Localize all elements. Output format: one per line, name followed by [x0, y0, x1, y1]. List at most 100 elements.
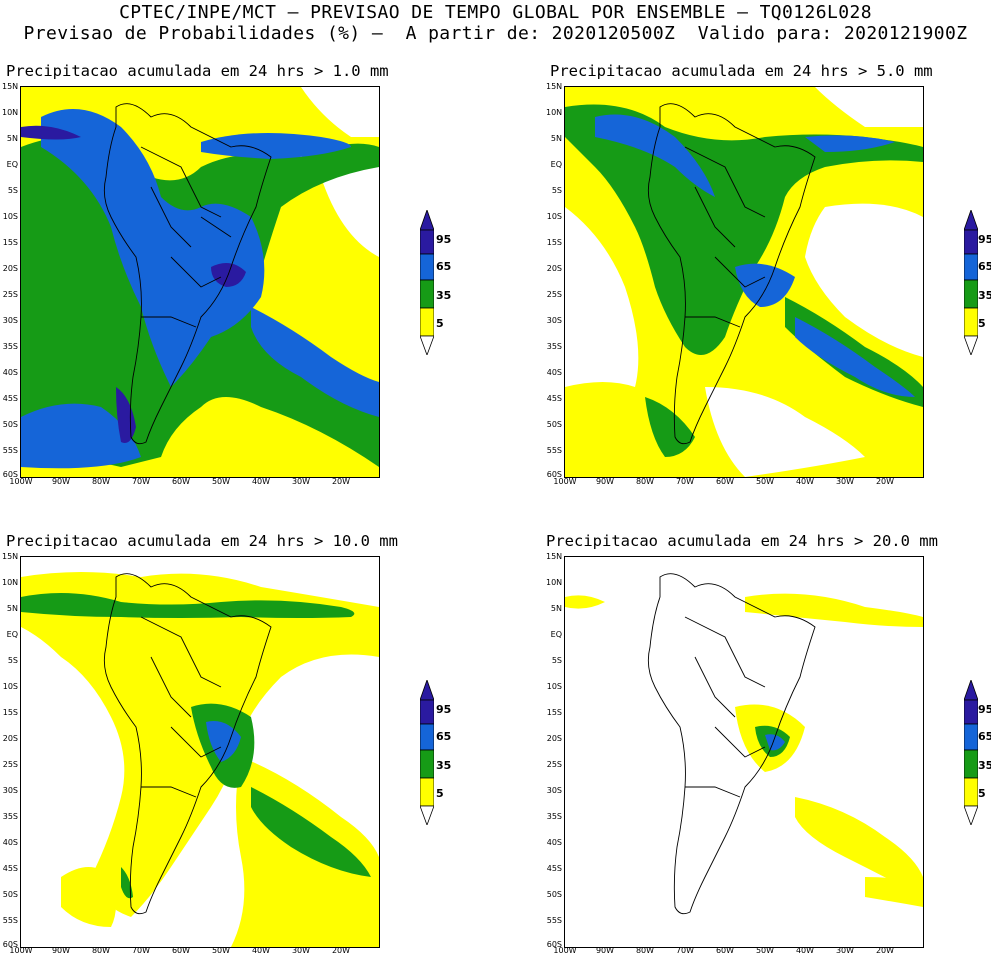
main-title: CPTEC/INPE/MCT – PREVISAO DE TEMPO GLOBA…	[119, 2, 872, 23]
lat-label: 10S	[2, 212, 18, 221]
legend-label: 35	[978, 289, 991, 302]
panel-title-20mm: Precipitacao acumulada em 24 hrs > 20.0 …	[546, 532, 938, 550]
legend-label: 35	[436, 289, 452, 302]
legend-panel-3: 95 65 35 5	[420, 680, 460, 825]
lon-label: 20W	[331, 477, 351, 486]
lon-label: 40W	[795, 477, 815, 486]
legend-label: 5	[978, 317, 986, 330]
lat-label: 45S	[546, 394, 562, 403]
lon-label: 90W	[51, 946, 71, 955]
lon-label: 70W	[131, 946, 151, 955]
lat-label: 55S	[2, 916, 18, 925]
legend-label: 65	[436, 260, 452, 273]
map-panel-5mm	[564, 86, 924, 478]
lat-label: 10S	[546, 212, 562, 221]
lat-label: 30S	[546, 786, 562, 795]
main-subtitle: Previsao de Probabilidades (%) – A parti…	[23, 23, 968, 44]
map-panel-10mm	[20, 556, 380, 948]
lat-label: 5S	[7, 656, 18, 665]
lat-label: EQ	[6, 160, 18, 169]
lat-label: 45S	[2, 394, 18, 403]
legend-label: 95	[978, 703, 991, 716]
lat-label: 10S	[546, 682, 562, 691]
lat-label: 25S	[2, 290, 18, 299]
lon-label: 80W	[91, 946, 111, 955]
panel-title-10mm: Precipitacao acumulada em 24 hrs > 10.0 …	[6, 532, 398, 550]
legend-label: 95	[978, 233, 991, 246]
lat-label: 30S	[2, 786, 18, 795]
lon-label: 80W	[635, 946, 655, 955]
lat-label: 15S	[2, 708, 18, 717]
lat-label: 55S	[2, 446, 18, 455]
lon-label: 100W	[553, 477, 577, 486]
lat-label: 55S	[546, 916, 562, 925]
legend-label: 95	[436, 703, 452, 716]
lon-label: 70W	[675, 477, 695, 486]
legend-label: 65	[436, 730, 452, 743]
map-panel-1mm	[20, 86, 380, 478]
lat-label: 45S	[2, 864, 18, 873]
lat-label: 10N	[546, 578, 563, 587]
lat-label: 15N	[2, 552, 19, 561]
lat-label: 60S	[546, 940, 562, 949]
lon-label: 40W	[251, 946, 271, 955]
lat-label: 5S	[551, 656, 562, 665]
lat-label: 35S	[546, 342, 562, 351]
legend-label: 5	[978, 787, 986, 800]
map-panel-20mm	[564, 556, 924, 948]
lon-label: 50W	[211, 946, 231, 955]
legend-label: 35	[436, 759, 452, 772]
lat-label: 40S	[2, 838, 18, 847]
panel-title-1mm: Precipitacao acumulada em 24 hrs > 1.0 m…	[6, 62, 389, 80]
lat-label: 50S	[2, 890, 18, 899]
lat-label: 50S	[546, 890, 562, 899]
lat-label: 40S	[546, 368, 562, 377]
lat-label: 5N	[6, 134, 18, 143]
lat-label: 20S	[546, 734, 562, 743]
panel-title-5mm: Precipitacao acumulada em 24 hrs > 5.0 m…	[550, 62, 933, 80]
lat-label: 20S	[2, 734, 18, 743]
lat-label: 5N	[6, 604, 18, 613]
legend-panel-4: 95 65 35 5	[964, 680, 991, 825]
lat-label: 20S	[546, 264, 562, 273]
lon-label: 90W	[595, 477, 615, 486]
lat-label: 15S	[2, 238, 18, 247]
lon-label: 30W	[835, 477, 855, 486]
lat-label: 60S	[546, 470, 562, 479]
lat-label: 20S	[2, 264, 18, 273]
lon-label: 90W	[595, 946, 615, 955]
lat-label: 15S	[546, 708, 562, 717]
legend-label: 65	[978, 730, 991, 743]
lat-label: 35S	[546, 812, 562, 821]
lat-label: 50S	[546, 420, 562, 429]
lat-label: 15N	[546, 82, 563, 91]
lon-label: 70W	[131, 477, 151, 486]
lat-label: 10N	[546, 108, 563, 117]
lon-label: 60W	[715, 946, 735, 955]
lat-label: EQ	[6, 630, 18, 639]
lon-label: 60W	[171, 946, 191, 955]
lon-label: 60W	[171, 477, 191, 486]
lon-label: 50W	[755, 946, 775, 955]
lat-label: 25S	[546, 290, 562, 299]
lon-label: 20W	[875, 477, 895, 486]
lat-label: 60S	[2, 940, 18, 949]
lon-label: 90W	[51, 477, 71, 486]
legend-panel-1: 95 65 35 5	[420, 210, 460, 355]
lat-label: EQ	[550, 160, 562, 169]
lat-label: 25S	[2, 760, 18, 769]
lon-label: 40W	[251, 477, 271, 486]
lon-label: 30W	[291, 477, 311, 486]
lat-label: 25S	[546, 760, 562, 769]
lat-label: 35S	[2, 812, 18, 821]
lat-label: 50S	[2, 420, 18, 429]
lat-label: 5S	[7, 186, 18, 195]
lat-label: 30S	[546, 316, 562, 325]
lat-label: 5S	[551, 186, 562, 195]
lon-label: 100W	[9, 477, 33, 486]
lat-label: 15N	[2, 82, 19, 91]
lon-label: 50W	[755, 477, 775, 486]
lon-label: 30W	[291, 946, 311, 955]
lat-label: 30S	[2, 316, 18, 325]
lon-label: 60W	[715, 477, 735, 486]
